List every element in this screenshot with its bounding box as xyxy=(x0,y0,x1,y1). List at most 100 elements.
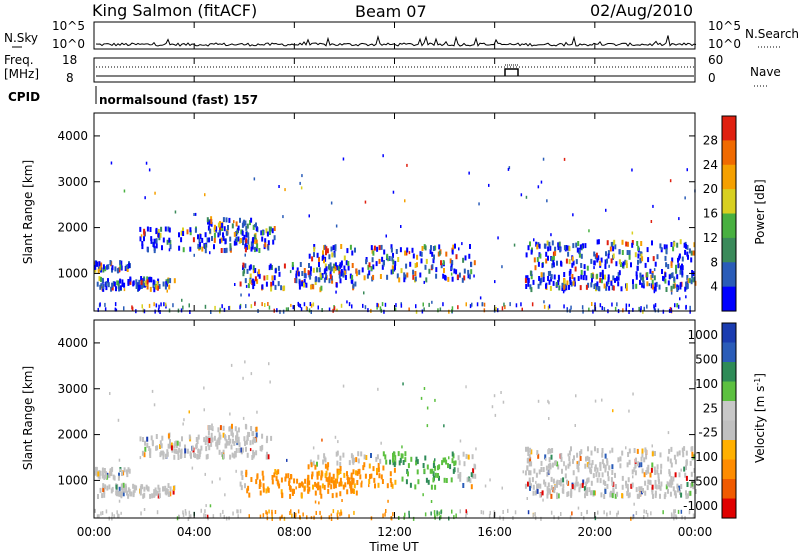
echo-cell xyxy=(339,469,342,474)
echo-cell xyxy=(244,483,246,489)
echo-cell xyxy=(150,435,153,441)
echo-cell xyxy=(290,474,292,479)
echo-cell xyxy=(644,262,647,268)
echo-cell xyxy=(346,471,348,477)
echo-cell xyxy=(528,477,531,483)
echo-cell xyxy=(564,283,567,289)
echo-cell xyxy=(614,484,617,489)
echo-cell xyxy=(639,279,641,285)
noise-cell xyxy=(491,405,494,409)
echo-cell xyxy=(626,483,629,489)
echo-cell xyxy=(392,460,395,466)
echo-cell xyxy=(630,483,633,489)
echo-cell xyxy=(329,271,332,277)
echo-cell xyxy=(432,463,435,468)
echo-cell xyxy=(162,281,165,287)
echo-cell xyxy=(671,479,674,485)
echo-cell xyxy=(672,486,675,492)
near-range-cell xyxy=(206,514,209,519)
noise-cell xyxy=(650,220,653,223)
echo-cell xyxy=(409,482,412,488)
echo-cell xyxy=(560,456,563,462)
echo-cell xyxy=(253,234,256,240)
near-range-cell xyxy=(440,515,442,520)
echo-cell xyxy=(318,267,321,273)
echo-cell xyxy=(351,263,354,268)
echo-cell xyxy=(334,478,337,484)
near-range-cell xyxy=(330,517,333,521)
echo-cell xyxy=(106,264,109,270)
echo-cell xyxy=(425,477,428,483)
echo-cell xyxy=(401,476,404,482)
echo-cell xyxy=(324,463,327,469)
echo-cell xyxy=(120,493,123,499)
echo-cell xyxy=(437,473,439,478)
echo-cell xyxy=(444,457,447,463)
echo-cell xyxy=(631,242,634,248)
echo-cell xyxy=(252,265,255,271)
noise-cell xyxy=(501,265,503,269)
noise-cell xyxy=(240,293,242,297)
echo-cell xyxy=(352,469,355,475)
echo-cell xyxy=(467,454,470,460)
echo-cell xyxy=(166,451,169,457)
echo-cell xyxy=(336,450,339,456)
noise-cell xyxy=(575,394,577,398)
echo-cell xyxy=(524,483,527,489)
echo-cell xyxy=(646,485,649,491)
near-range-cell xyxy=(654,308,657,313)
noise-cell xyxy=(500,391,502,394)
echo-cell xyxy=(593,284,596,289)
echo-cell xyxy=(111,282,114,288)
echo-cell xyxy=(585,481,588,487)
echo-cell xyxy=(613,239,616,245)
echo-cell xyxy=(670,242,673,247)
echo-cell xyxy=(653,466,656,472)
echo-cell xyxy=(588,456,591,462)
echo-cell xyxy=(679,489,681,495)
echo-cell xyxy=(621,484,624,490)
noise-cell xyxy=(118,499,121,503)
near-range-cell xyxy=(317,305,319,310)
echo-cell xyxy=(425,277,428,283)
echo-cell xyxy=(396,273,399,279)
echo-cell xyxy=(687,493,689,499)
echo-cell xyxy=(554,460,557,466)
echo-cell xyxy=(132,281,135,287)
echo-cell xyxy=(556,461,559,467)
noise-cell xyxy=(670,291,673,295)
cpid-label: CPID xyxy=(8,90,40,104)
echo-cell xyxy=(350,482,353,488)
echo-cell xyxy=(367,264,370,270)
echo-cell xyxy=(645,470,648,475)
echo-cell xyxy=(656,254,659,260)
echo-cell xyxy=(368,463,371,469)
echo-cell xyxy=(295,270,298,276)
echo-cell xyxy=(525,284,528,289)
echo-cell xyxy=(636,448,639,454)
near-range-cell xyxy=(248,514,250,519)
echo-cell xyxy=(635,487,638,493)
echo-cell xyxy=(537,242,540,248)
echo-cell xyxy=(667,488,669,494)
echo-cell xyxy=(438,464,441,470)
echo-cell xyxy=(435,273,438,279)
echo-cell xyxy=(109,260,112,265)
near-range-cell xyxy=(204,509,206,514)
echo-cell xyxy=(668,469,671,475)
echo-cell xyxy=(325,272,328,278)
echo-cell xyxy=(230,444,233,450)
echo-cell xyxy=(117,280,120,286)
echo-cell xyxy=(606,240,609,246)
echo-cell xyxy=(642,488,644,493)
echo-cell xyxy=(568,456,571,462)
echo-cell xyxy=(687,278,690,284)
noise-cell xyxy=(494,280,496,284)
noise-cell xyxy=(188,410,190,414)
near-range-cell xyxy=(603,510,605,515)
echo-cell xyxy=(586,478,589,484)
echo-cell xyxy=(651,484,654,490)
echo-cell xyxy=(205,446,208,452)
echo-cell xyxy=(566,280,569,286)
